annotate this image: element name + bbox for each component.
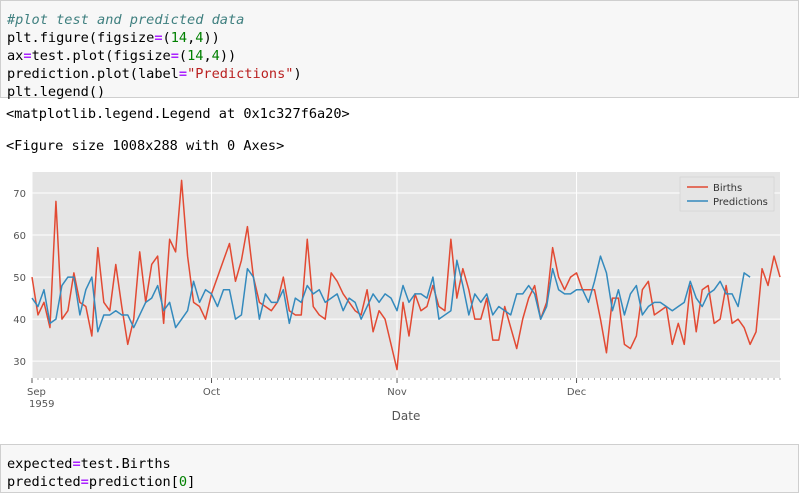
- code-token: 4: [211, 48, 220, 64]
- legend-box: [679, 176, 775, 212]
- code-cell-plot[interactable]: #plot test and predicted data plt.figure(…: [0, 0, 799, 101]
- code-editor[interactable]: expected=test.Births predicted=prediction…: [1, 445, 798, 491]
- x-tick-label: Dec: [567, 387, 586, 398]
- code-token: =: [178, 66, 188, 82]
- code-line: predicted=prediction[0]: [7, 473, 792, 491]
- code-token: =: [170, 48, 179, 64]
- code-token: )): [219, 48, 237, 64]
- code-line: prediction.plot(label="Predictions"): [7, 65, 792, 83]
- code-token: )): [203, 30, 220, 46]
- y-tick-label: 50: [13, 273, 26, 284]
- code-token: predicted: [7, 474, 81, 490]
- legend-label: Predictions: [713, 197, 768, 208]
- code-token: test.Births: [80, 456, 171, 472]
- code-token: ,: [203, 48, 212, 64]
- code-line: ax=test.plot(figsize=(14,4)): [7, 47, 792, 65]
- code-token: =: [72, 456, 81, 472]
- series-line-births: [31, 179, 781, 371]
- code-token: =: [23, 48, 32, 64]
- y-tick-label: 60: [13, 231, 26, 242]
- legend-label: Births: [713, 183, 742, 194]
- code-token: ax: [7, 48, 24, 64]
- code-token: expected: [7, 456, 73, 472]
- code-line: expected=test.Births: [7, 455, 792, 473]
- code-token: plt.figure(figsize: [7, 30, 155, 46]
- y-tick-label: 70: [13, 189, 26, 200]
- code-token: "Predictions": [187, 66, 294, 82]
- code-token: =: [154, 30, 163, 46]
- code-line: plt.legend(): [7, 83, 792, 101]
- code-token: (: [162, 30, 171, 46]
- y-tick-label: 40: [13, 315, 26, 326]
- code-token: ]: [187, 474, 196, 490]
- output-figure-repr: <Figure size 1008x288 with 0 Axes>: [6, 138, 285, 154]
- code-token: 0: [178, 474, 188, 490]
- code-cell-expected[interactable]: expected=test.Births predicted=prediction…: [0, 444, 799, 493]
- y-tick-label: 30: [13, 357, 26, 368]
- x-axis-label: Date: [392, 409, 421, 423]
- code-token: prediction[: [88, 474, 179, 490]
- code-line: #plot test and predicted data: [7, 11, 792, 29]
- output-legend-repr: <matplotlib.legend.Legend at 0x1c327f6a2…: [6, 106, 350, 122]
- code-token: (: [178, 48, 188, 64]
- code-token: ,: [187, 30, 196, 46]
- code-token: ): [293, 66, 302, 82]
- code-token: =: [80, 474, 89, 490]
- code-token: 4: [195, 30, 204, 46]
- code-token: plt.legend(): [7, 84, 106, 100]
- code-token: 14: [170, 30, 188, 46]
- code-token: #plot test and predicted data: [7, 12, 245, 28]
- x-tick-label: Nov: [387, 387, 407, 398]
- x-tick-label: Oct: [203, 387, 220, 398]
- x-tick-label: Sep: [27, 387, 46, 398]
- code-token: test.plot(figsize: [31, 48, 171, 64]
- plot-area: [32, 172, 780, 378]
- code-line: plt.figure(figsize=(14,4)): [7, 29, 792, 47]
- code-editor[interactable]: #plot test and predicted data plt.figure(…: [1, 1, 798, 101]
- series-line-predictions: [31, 255, 751, 333]
- x-tick-sublabel: 1959: [29, 399, 54, 410]
- code-token: 14: [187, 48, 204, 64]
- code-token: prediction.plot(label: [7, 66, 179, 82]
